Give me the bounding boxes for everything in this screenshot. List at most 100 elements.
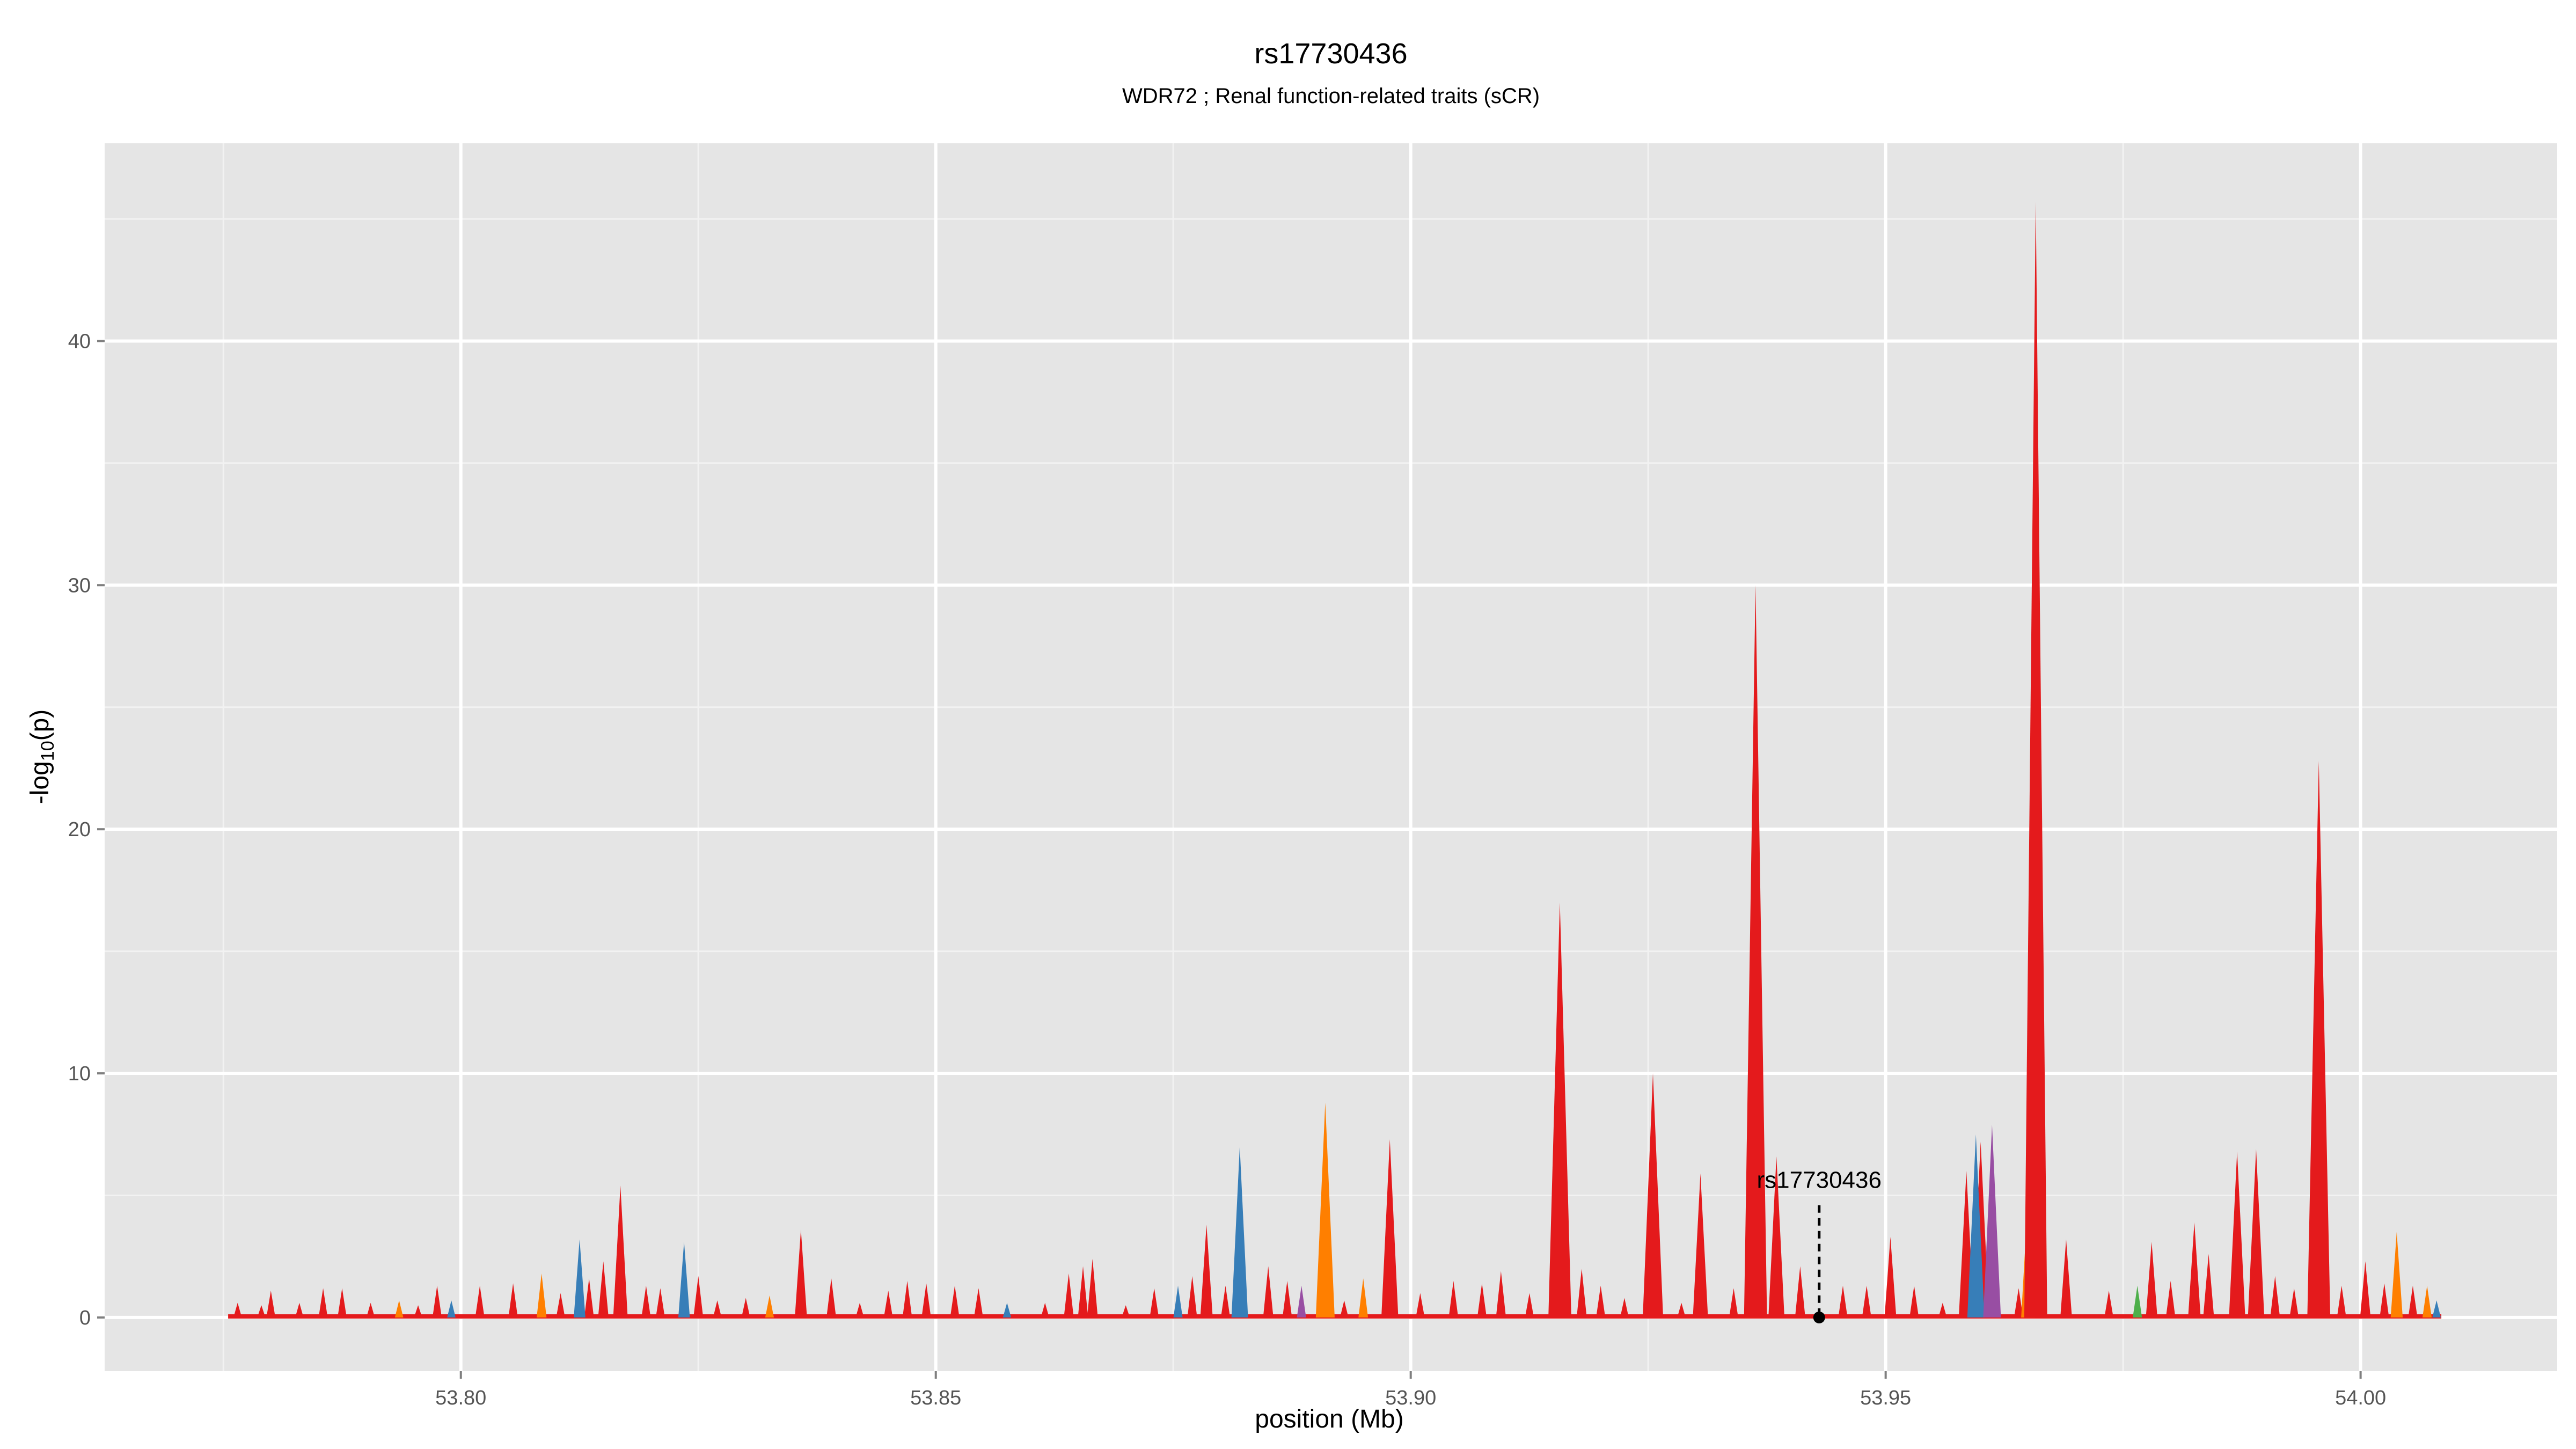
peak-16 — [584, 1278, 594, 1318]
peak-70 — [1838, 1285, 1848, 1318]
peak-5 — [338, 1288, 347, 1318]
x-tick-label-4: 54.00 — [2335, 1387, 2386, 1409]
peak-11 — [475, 1285, 485, 1318]
peak-72 — [1884, 1236, 1897, 1318]
chart-title: rs17730436 — [1254, 38, 1407, 70]
peak-4 — [318, 1288, 328, 1318]
grid-minor — [105, 143, 2557, 1371]
peak-38 — [1087, 1258, 1098, 1318]
peak-73 — [1909, 1285, 1919, 1318]
peak-18 — [613, 1185, 628, 1318]
peak-67 — [1744, 585, 1767, 1318]
peak-42 — [1187, 1276, 1197, 1318]
peak-35 — [1041, 1302, 1049, 1318]
peak-19 — [641, 1285, 651, 1318]
annotation-label: rs17730436 — [1757, 1167, 1882, 1194]
peak-23 — [713, 1300, 722, 1318]
peak-8 — [414, 1305, 422, 1318]
peak-37 — [1078, 1266, 1088, 1318]
peak-65 — [1729, 1288, 1738, 1318]
y-tick-label-4: 40 — [68, 330, 91, 353]
peak-93 — [2307, 760, 2331, 1318]
peak-61 — [1620, 1298, 1629, 1318]
peak-57 — [1525, 1293, 1534, 1318]
y-axis-label-main: -log — [26, 761, 54, 804]
peak-96 — [2380, 1283, 2389, 1318]
peak-50 — [1340, 1300, 1349, 1318]
peak-36 — [1064, 1274, 1074, 1318]
peak-62 — [1643, 1073, 1664, 1318]
peak-15 — [574, 1239, 586, 1318]
peak-40 — [1150, 1288, 1159, 1318]
peak-71 — [1862, 1285, 1871, 1318]
peak-45 — [1231, 1146, 1248, 1318]
peak-1 — [257, 1305, 266, 1318]
peak-32 — [950, 1285, 960, 1318]
peak-21 — [678, 1241, 690, 1318]
peak-17 — [598, 1261, 609, 1318]
peak-14 — [556, 1293, 565, 1318]
peak-89 — [2229, 1151, 2245, 1318]
peak-81 — [2024, 202, 2047, 1318]
peak-39 — [1122, 1305, 1130, 1318]
x-tick-label-0: 53.80 — [435, 1387, 486, 1409]
peak-31 — [921, 1283, 931, 1318]
y-tick-label-1: 10 — [68, 1063, 91, 1085]
peak-91 — [2270, 1276, 2280, 1318]
baseline-band — [228, 1314, 2442, 1319]
peak-44 — [1220, 1285, 1231, 1318]
association-peaks — [228, 202, 2442, 1319]
peak-94 — [2337, 1285, 2346, 1318]
peak-13 — [537, 1274, 547, 1318]
peak-100 — [2432, 1300, 2441, 1318]
peak-27 — [826, 1278, 836, 1318]
peak-7 — [394, 1300, 404, 1318]
peak-46 — [1263, 1266, 1274, 1318]
grid-major — [105, 143, 2557, 1371]
peak-95 — [2360, 1261, 2371, 1318]
peak-64 — [1693, 1173, 1708, 1318]
peak-69 — [1795, 1266, 1805, 1318]
peak-10 — [447, 1300, 456, 1318]
peak-87 — [2188, 1222, 2201, 1318]
peak-33 — [974, 1288, 983, 1318]
y-tick-label-2: 20 — [68, 818, 91, 841]
y-axis-label: -log10(p) — [26, 709, 58, 804]
y-tick-label-0: 0 — [79, 1307, 91, 1329]
peak-2 — [266, 1290, 276, 1318]
peak-52 — [1381, 1139, 1399, 1318]
peak-49 — [1315, 1102, 1335, 1318]
peak-28 — [855, 1302, 864, 1318]
peak-55 — [1477, 1283, 1487, 1318]
chart-subtitle: WDR72 ; Renal function-related traits (s… — [1122, 84, 1540, 108]
peak-63 — [1677, 1302, 1686, 1318]
peak-26 — [795, 1230, 807, 1318]
peak-29 — [883, 1290, 893, 1318]
peak-53 — [1416, 1293, 1425, 1318]
x-axis-label: position (Mb) — [1255, 1405, 1403, 1433]
peak-6 — [366, 1302, 375, 1318]
peak-98 — [2408, 1285, 2418, 1318]
x-tick-label-3: 53.95 — [1860, 1387, 1911, 1409]
peak-22 — [693, 1276, 704, 1318]
peak-99 — [2422, 1285, 2432, 1318]
peak-92 — [2289, 1288, 2299, 1318]
peak-88 — [2203, 1254, 2214, 1318]
peak-83 — [2104, 1290, 2113, 1318]
peak-3 — [295, 1302, 304, 1318]
peak-30 — [902, 1280, 912, 1318]
peak-90 — [2248, 1149, 2265, 1318]
peak-25 — [765, 1295, 774, 1318]
peak-82 — [2060, 1239, 2072, 1318]
peak-68 — [1768, 1156, 1785, 1318]
peak-97 — [2390, 1232, 2403, 1318]
peak-85 — [2146, 1241, 2157, 1318]
peak-59 — [1576, 1268, 1587, 1318]
peak-20 — [655, 1288, 665, 1318]
peak-41 — [1173, 1285, 1183, 1318]
annotation-point — [1813, 1311, 1825, 1323]
peak-84 — [2133, 1285, 2142, 1318]
y-axis-ticks: 0 10 20 30 40 — [68, 330, 105, 1329]
y-axis-label-subscript: 10 — [38, 741, 58, 761]
peak-86 — [2165, 1280, 2176, 1318]
